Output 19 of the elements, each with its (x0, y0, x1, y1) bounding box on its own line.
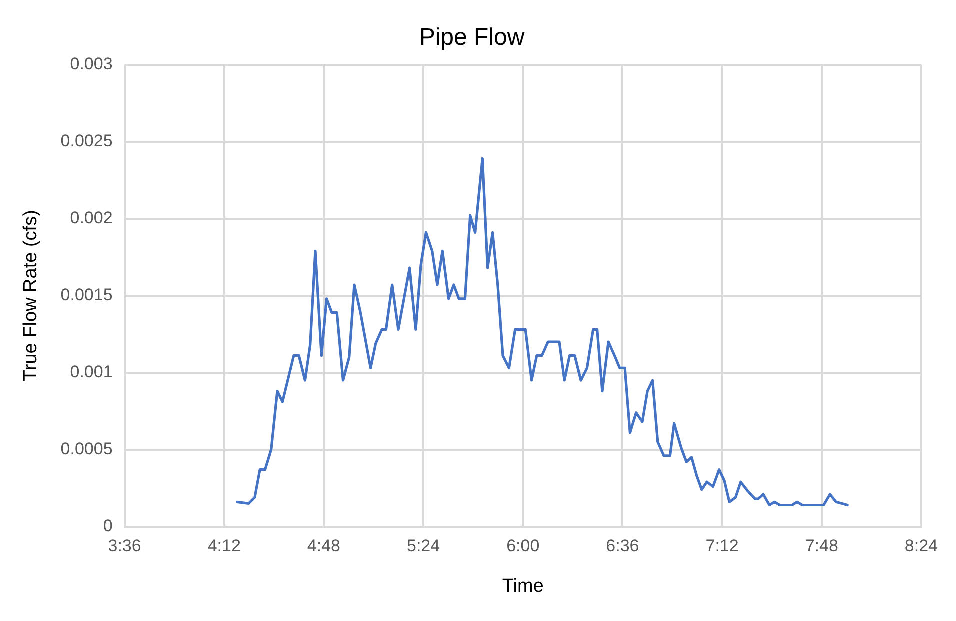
x-tick-label: 4:12 (208, 536, 241, 556)
y-tick-label: 0.0015 (60, 285, 113, 304)
y-tick-label: 0.002 (70, 208, 113, 228)
x-tick-label: 7:12 (706, 536, 739, 556)
y-tick-label: 0 (103, 516, 113, 536)
x-tick-label: 8:24 (904, 536, 938, 556)
y-tick-label: 0.003 (70, 54, 113, 74)
y-tick-label: 0.0005 (60, 439, 113, 458)
y-tick-label: 0.0025 (60, 131, 113, 150)
y-tick-label: 0.001 (70, 362, 113, 382)
x-tick-label: 6:00 (506, 536, 540, 556)
x-axis-title: Time (502, 576, 544, 597)
x-tick-label: 4:48 (307, 536, 341, 556)
chart-title: Pipe Flow (419, 24, 526, 52)
x-tick-label: 6:36 (606, 536, 640, 556)
x-tick-label: 5:24 (406, 536, 440, 556)
y-axis-title: True Flow Rate (cfs) (20, 210, 42, 382)
x-tick-label: 7:48 (805, 536, 838, 556)
x-tick-label: 3:36 (108, 536, 142, 556)
